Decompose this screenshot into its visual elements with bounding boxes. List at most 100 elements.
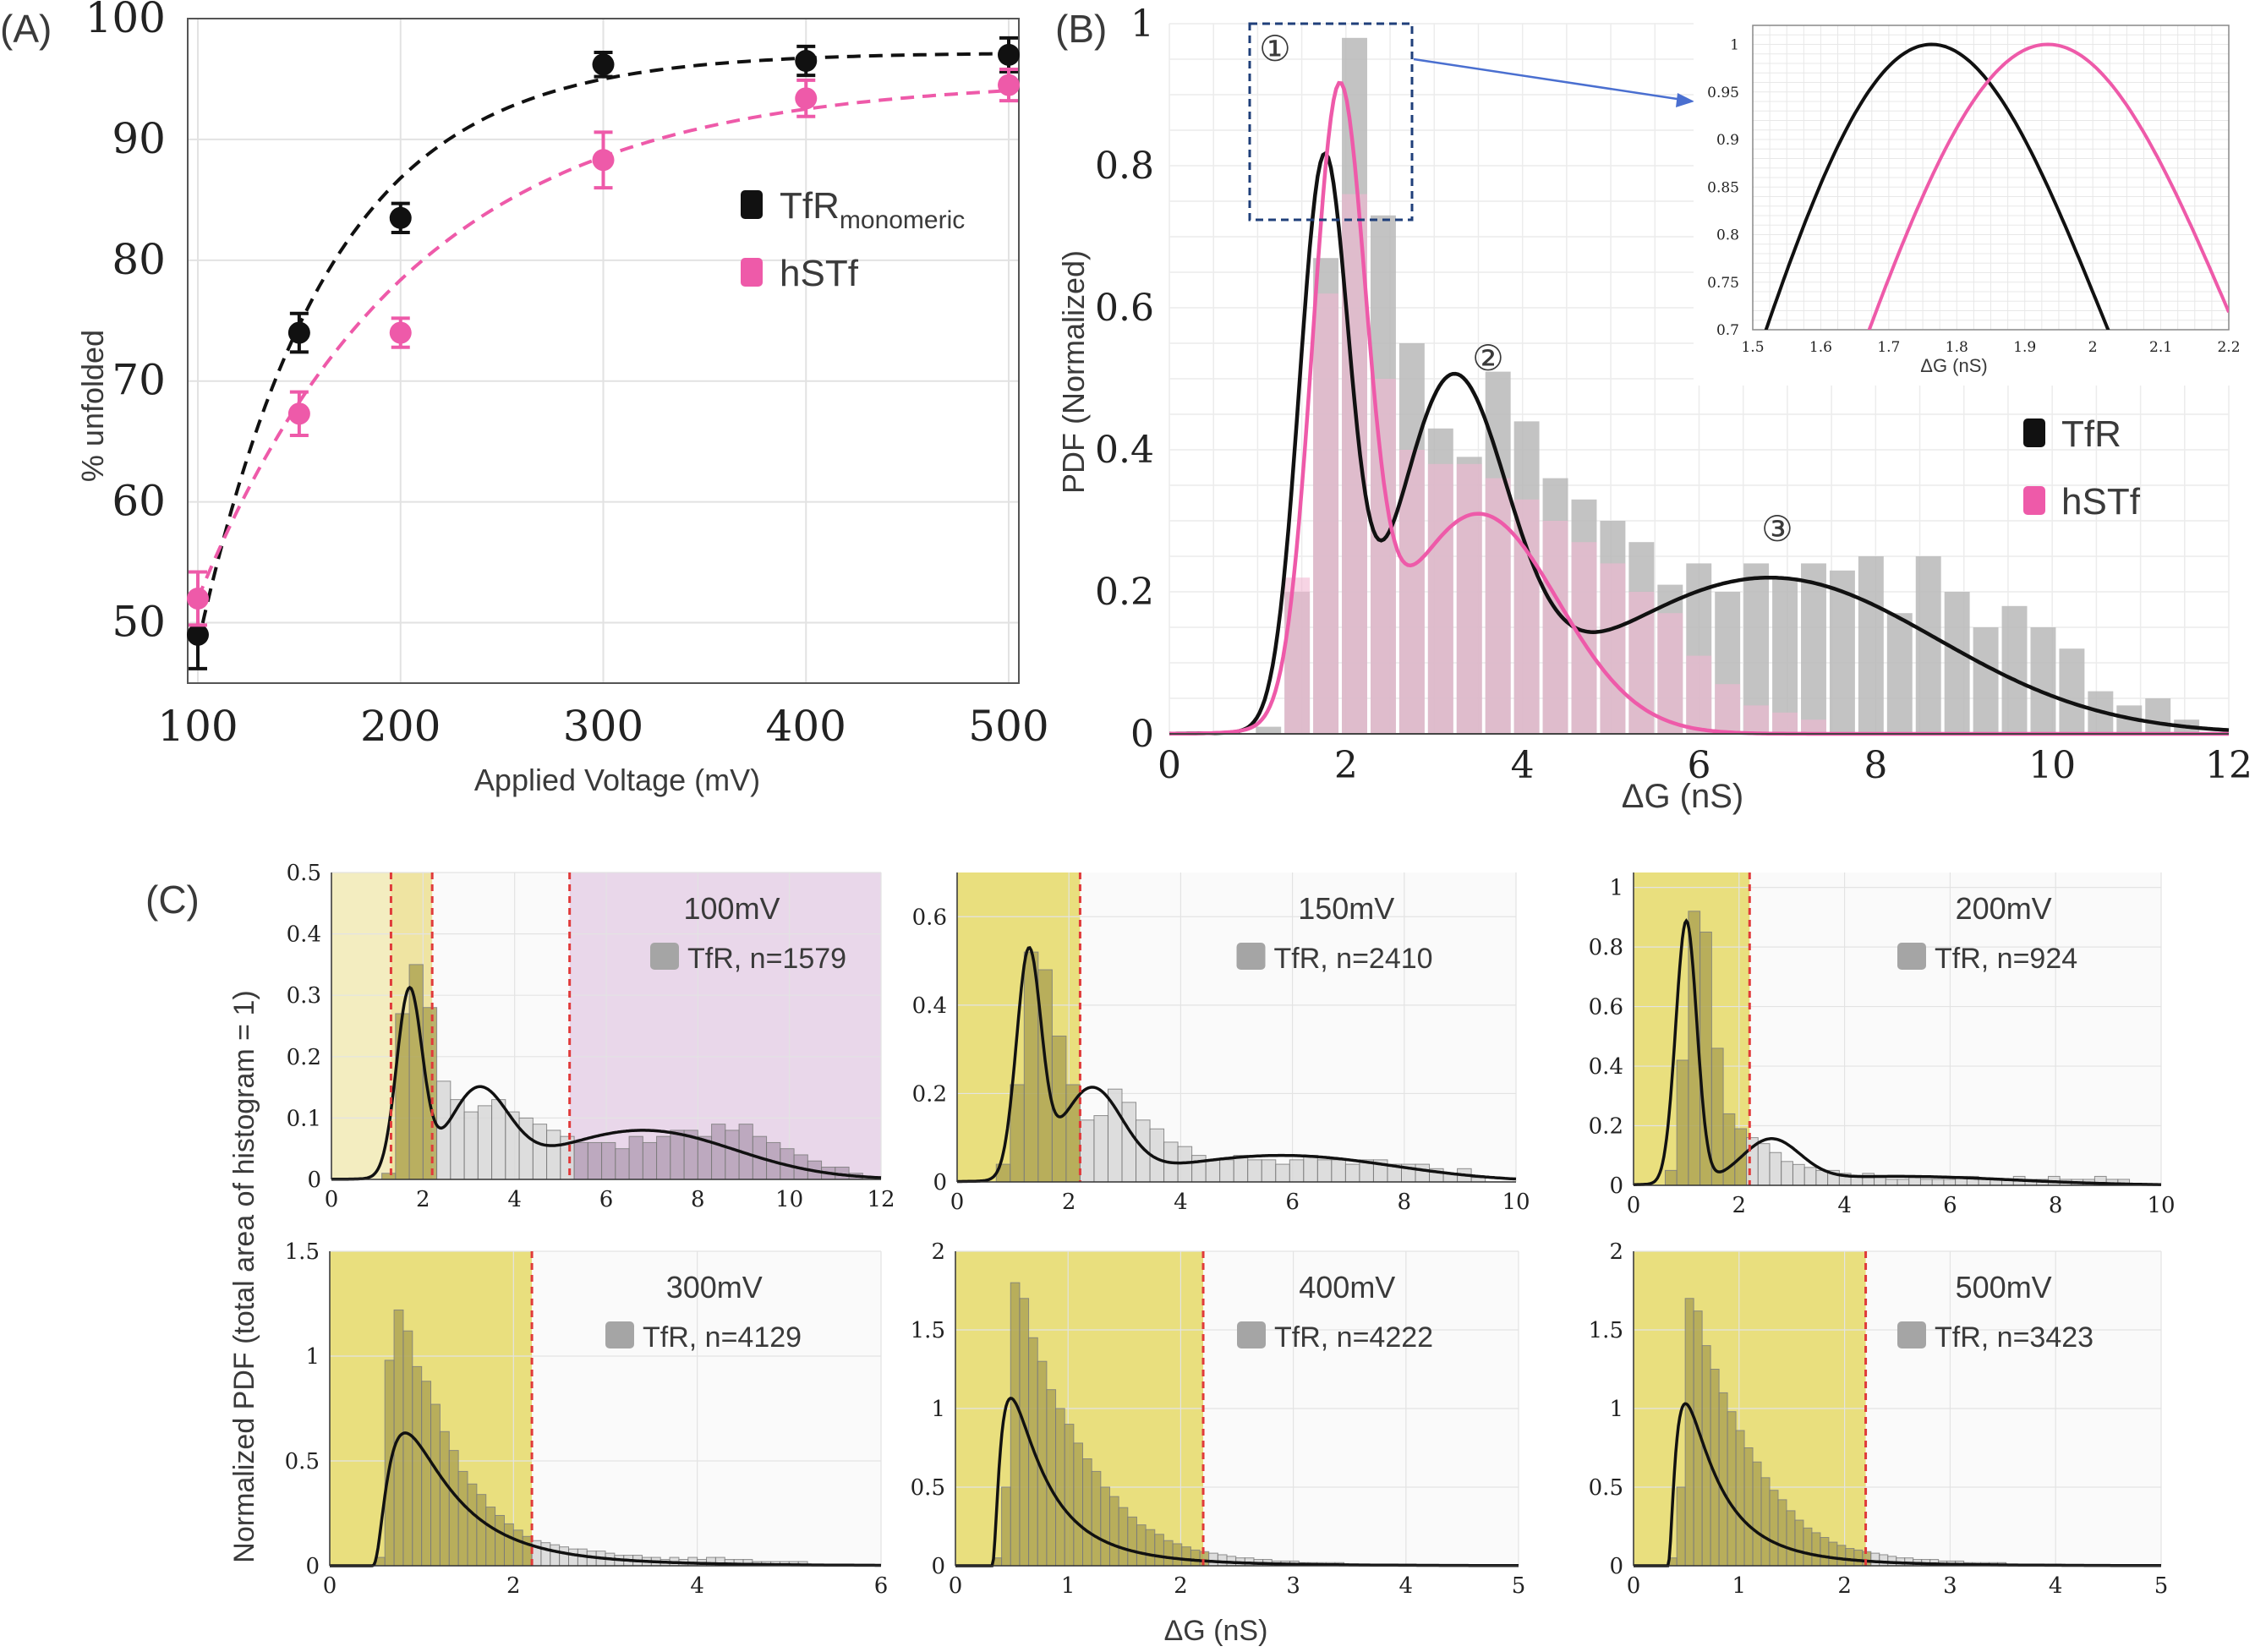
inset-xtick-7: 2.2 <box>2217 339 2240 356</box>
peak-markers: ① ② ③ <box>1259 29 1793 549</box>
subplot-bar-4-16 <box>1136 1524 1147 1567</box>
subplot-bar-4-6 <box>1046 1389 1057 1567</box>
panel-b-hstf-bar-12 <box>1600 563 1626 734</box>
subplot-bar-1-17 <box>1233 1155 1249 1183</box>
subplot-ytick: 2 <box>931 1239 945 1265</box>
subplot-bar-3-4 <box>412 1365 423 1567</box>
subplot-500mV: 0 1 2 3 4 5 0 0.5 1 1.5 2 500mV TfR, n=3423 <box>1589 1239 2169 1599</box>
subplot-bar-2-11 <box>1792 1163 1805 1186</box>
subplot-xtick: 0 <box>950 1190 965 1215</box>
subplot-ytick: 0.4 <box>1589 1054 1623 1080</box>
subplot-bar-1-30 <box>1415 1163 1431 1183</box>
panel-b-xtick-1: 2 <box>1334 744 1358 787</box>
subplot-bar-4-25 <box>1217 1554 1228 1567</box>
subplot-bar-3-21 <box>568 1548 578 1567</box>
panel-a-xtick-3: 400 <box>766 702 846 751</box>
panel-b-inset: 1.5 1.6 1.7 1.8 1.9 2 2.1 2.2 0.7 0.75 0.8 0.85 0.9 0… <box>1694 14 2241 386</box>
subplot-xtick: 2 <box>1837 1573 1852 1599</box>
panel-b-tfr-bar-27 <box>2030 627 2056 734</box>
panel-b-tfr-bar-20 <box>1829 570 1855 734</box>
panel-a-point-0-1 <box>287 321 310 344</box>
subplot-xtick: 4 <box>1399 1573 1414 1599</box>
subplot-bar-5-16 <box>1803 1527 1813 1567</box>
subplot-ytick: 1.5 <box>1589 1318 1623 1343</box>
subplot-bar-4-21 <box>1181 1546 1191 1567</box>
subplot-bar-5-6 <box>1718 1392 1728 1567</box>
subplot-title-4: 400mV <box>1299 1270 1395 1305</box>
subplot-bar-0-12 <box>546 1130 561 1180</box>
subplot-legend-label-4: TfR, n=4222 <box>1274 1321 1433 1354</box>
subplot-bar-5-20 <box>1836 1545 1847 1567</box>
panel-b-xtick-4: 8 <box>1864 744 1887 787</box>
subplot-ytick: 0.4 <box>287 922 321 948</box>
subplot-legend-marker-0 <box>650 943 679 970</box>
subplot-xtick: 10 <box>1502 1190 1530 1215</box>
subplot-bar-5-8 <box>1735 1430 1745 1567</box>
inset-curve-1 <box>1867 42 2229 330</box>
panel-b-tfr-bar-22 <box>1886 613 1913 734</box>
inset-ytick-1: 0.75 <box>1707 275 1739 292</box>
panel-a-point-1-2 <box>389 321 412 344</box>
subplot-bar-1-14 <box>1191 1155 1207 1183</box>
panel-b-xtick-3: 6 <box>1688 744 1711 787</box>
subplot-fit-0 <box>331 985 882 1181</box>
peak-2-marker: ② <box>1472 338 1504 378</box>
subplot-xtick: 8 <box>691 1187 705 1212</box>
subplot-legend-label-2: TfR, n=924 <box>1935 943 2077 975</box>
panel-a-ytick-2: 70 <box>112 356 166 405</box>
subplot-bar-3-9 <box>457 1470 468 1567</box>
panel-a-legend: TfRmonomeric hSTf <box>741 185 965 294</box>
subplot-ytick: 0.2 <box>287 1045 321 1070</box>
subplot-ytick: 1 <box>1609 876 1623 901</box>
subplot-xtick: 6 <box>599 1187 614 1212</box>
panel-b-hstf-bar-11 <box>1571 542 1597 734</box>
panel-b-hstf-bar-14 <box>1657 613 1683 734</box>
inset-ytick-3: 0.85 <box>1707 179 1739 196</box>
panel-a-point-0-5 <box>998 43 1021 66</box>
subplot-xtick: 10 <box>2147 1193 2175 1218</box>
panel-b-ytick-0: 0 <box>1130 713 1154 756</box>
subplot-ytick: 0.4 <box>912 993 947 1019</box>
subplot-bar-1-8 <box>1107 1088 1123 1183</box>
subplot-xtick: 6 <box>874 1573 889 1599</box>
subplot-xtick: 0 <box>1627 1573 1641 1599</box>
subplot-bar-3-7 <box>439 1430 450 1567</box>
subplot-bar-4-13 <box>1108 1496 1119 1567</box>
subplot-ytick: 0.5 <box>1589 1475 1623 1501</box>
subplot-bar-1-24 <box>1331 1159 1346 1183</box>
subplot-bar-4-22 <box>1190 1549 1201 1567</box>
panel-b-hstf-bar-18 <box>1772 712 1798 734</box>
zoom-arrowhead <box>1676 93 1694 107</box>
subplot-xtick: 8 <box>2049 1193 2063 1218</box>
subplot-bar-5-14 <box>1786 1510 1796 1567</box>
subplot-bar-4-1 <box>1001 1486 1011 1567</box>
panel-a-xtick-2: 300 <box>563 702 643 751</box>
subplot-bar-0-2 <box>408 964 424 1180</box>
panel-label-c: (C) <box>145 878 200 922</box>
subplot-ytick: 1 <box>1609 1397 1623 1422</box>
subplot-bar-0-21 <box>670 1130 685 1180</box>
subplot-xtick: 3 <box>1943 1573 1957 1599</box>
inset-xtick-5: 2 <box>2088 339 2098 356</box>
subplot-bar-5-24 <box>1870 1552 1880 1567</box>
subplot-xtick: 0 <box>325 1187 339 1212</box>
subplot-bar-3-16 <box>522 1535 533 1567</box>
panel-a-ytick-5: 100 <box>85 0 166 42</box>
subplot-bar-4-11 <box>1091 1470 1102 1567</box>
subplot-bar-5-21 <box>1845 1548 1855 1567</box>
subplot-bar-5-25 <box>1879 1554 1889 1567</box>
panel-b-tfr-bar-0 <box>1256 726 1282 734</box>
panel-b-hstf-bar-19 <box>1801 719 1826 734</box>
subplot-legend-label-5: TfR, n=3423 <box>1935 1321 2094 1354</box>
inset-frame <box>1752 25 2230 331</box>
peak-3-marker: ③ <box>1761 509 1793 549</box>
panel-b-xtick-5: 10 <box>2028 744 2076 787</box>
subplot-legend-marker-3 <box>605 1321 634 1348</box>
panel-a-ytick-1: 60 <box>112 477 166 526</box>
subplot-bar-0-8 <box>491 1099 506 1180</box>
subplot-bar-1-16 <box>1219 1159 1234 1183</box>
subplot-ytick: 0.2 <box>912 1081 947 1107</box>
panel-b-tfr-bar-31 <box>2145 698 2171 734</box>
subplot-bar-1-22 <box>1303 1155 1318 1183</box>
subplot-legend-label-0: TfR, n=1579 <box>687 943 846 975</box>
